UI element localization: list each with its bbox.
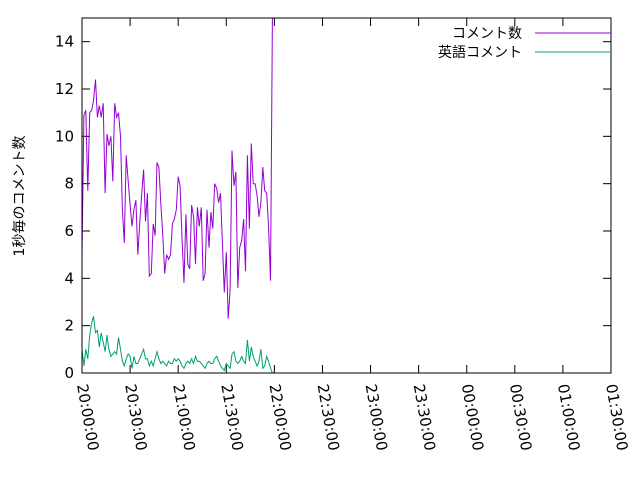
series-layer — [81, 17, 273, 374]
plot-frame — [81, 17, 612, 374]
legend-label-0: コメント数 — [452, 26, 522, 42]
series-line-0 — [81, 17, 273, 319]
y-tick-label: 12 — [55, 80, 74, 98]
y-axis-title: 1秒毎のコメント数 — [12, 136, 28, 257]
y-tick-label: 14 — [55, 33, 74, 51]
y-tick-label: 0 — [64, 364, 74, 382]
series-line-1 — [81, 316, 273, 374]
y-tick-label: 8 — [64, 175, 74, 193]
legend-label-1: 英語コメント — [438, 44, 522, 61]
y-tick-label: 2 — [64, 317, 74, 335]
y-tick-label: 10 — [55, 127, 74, 145]
y-tick-label: 6 — [64, 222, 74, 240]
y-tick-label: 4 — [64, 269, 74, 287]
y-tick-labels: 0 2 4 6 8 10 12 14 — [55, 33, 74, 382]
